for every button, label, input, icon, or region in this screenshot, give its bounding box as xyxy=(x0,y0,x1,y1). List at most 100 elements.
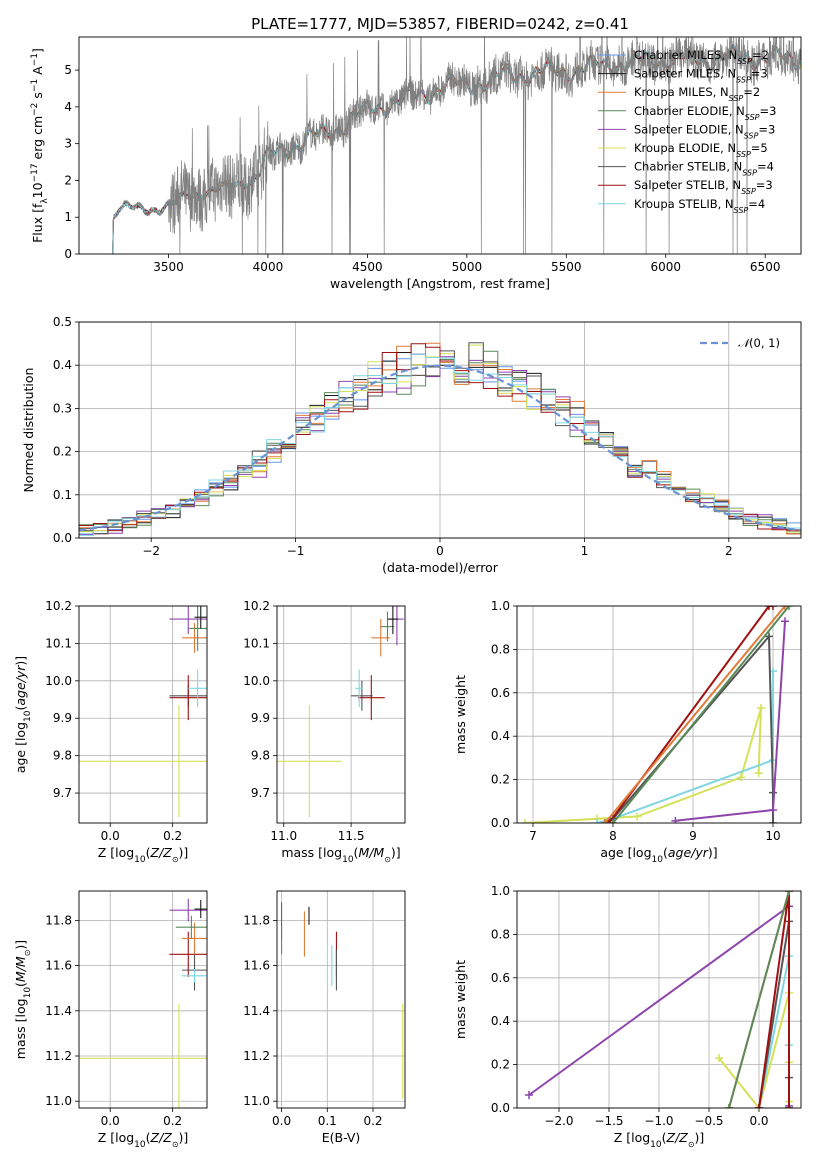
plus-marker xyxy=(671,816,680,823)
legend-entry: 𝒩(0, 1) xyxy=(738,336,780,350)
plot-area xyxy=(111,37,801,254)
data-point xyxy=(169,606,207,635)
plus-marker xyxy=(765,606,773,610)
plot-area xyxy=(525,891,793,1108)
plus-marker xyxy=(785,606,793,610)
age-vs-mass-panel: 11.0 11.5 9.7 9.8 9.9 10.0 10.1 10.2 mass [log10… xyxy=(243,599,406,865)
y-tick-label: 0.4 xyxy=(53,358,72,372)
x-tick-label: 0.1 xyxy=(318,1114,337,1128)
y-tick-label: 9.9 xyxy=(53,711,72,725)
y-tick-label: 0.8 xyxy=(491,642,510,656)
x-tick-label: 0.0 xyxy=(101,1114,120,1128)
data-point xyxy=(182,622,207,653)
y-tick-label: 11.4 xyxy=(45,1004,72,1018)
x-tick-label: 8 xyxy=(609,829,617,843)
y-axis-label: Flux [fλ10−17 erg cm−2 s−1 A−1] xyxy=(30,48,50,243)
x-tick-label: 2 xyxy=(725,544,733,558)
legend-entry: Chabrier ELODIE, NSSP=3 xyxy=(634,104,776,122)
y-tick-label: 10.0 xyxy=(45,674,72,688)
y-axis-label: mass weight xyxy=(453,675,468,754)
axes-frame xyxy=(78,36,802,255)
y-tick-label: 10.1 xyxy=(243,636,270,650)
y-axis-label: mass weight xyxy=(453,960,468,1039)
x-axis-label: Z [log10(Z/Z⊙)] xyxy=(614,1130,705,1150)
plus-marker xyxy=(605,819,613,823)
y-axis-label: age [log10(age/yr)] xyxy=(13,656,33,773)
data-point xyxy=(188,606,207,651)
y-tick-label: 10.2 xyxy=(243,599,270,613)
x-tick-label: 0.2 xyxy=(363,1114,382,1128)
mass-weight-series xyxy=(604,606,786,823)
plus-marker xyxy=(781,617,789,626)
axes-frame xyxy=(78,890,208,1109)
plus-marker xyxy=(521,819,529,823)
legend-entry: Kroupa MILES, NSSP=2 xyxy=(634,85,760,103)
plus-marker xyxy=(593,819,601,823)
x-axis-label: Z [log10(Z/Z⊙)] xyxy=(98,1130,189,1150)
x-tick-label: 0 xyxy=(436,544,444,558)
y-tick-label: 0 xyxy=(64,247,72,261)
mass-weight-series xyxy=(728,891,790,1108)
plot-area xyxy=(521,606,793,823)
x-tick-label: −1.5 xyxy=(594,1114,623,1128)
plus-marker xyxy=(781,606,789,610)
data-point xyxy=(188,669,207,708)
y-tick-label: 9.9 xyxy=(251,711,270,725)
plot-area xyxy=(277,606,404,818)
y-tick-label: 0.2 xyxy=(491,773,510,787)
plus-marker xyxy=(633,812,641,821)
mass-weight-series xyxy=(758,891,790,1108)
y-tick-label: 11.8 xyxy=(45,913,72,927)
axes-frame xyxy=(276,890,406,1109)
y-tick-label: 10.1 xyxy=(45,636,72,650)
y-tick-label: 11.0 xyxy=(243,1094,270,1108)
plus-marker xyxy=(609,819,617,823)
plot-area xyxy=(79,606,207,818)
plus-marker xyxy=(785,891,793,895)
y-tick-label: 1.0 xyxy=(491,599,510,613)
figure-title: PLATE=1777, MJD=53857, FIBERID=0242, z=0… xyxy=(251,15,629,33)
y-axis-label: mass [log10(M/M⊙)] xyxy=(13,940,33,1059)
y-tick-label: 0.3 xyxy=(53,401,72,415)
plus-marker xyxy=(769,805,777,814)
y-tick-label: 0.2 xyxy=(491,1058,510,1072)
legend-entry: Salpeter ELODIE, NSSP=3 xyxy=(634,122,775,140)
data-point xyxy=(380,611,395,642)
mass-vs-metallicity-panel: 0.0 0.2 11.0 11.2 11.4 11.6 11.8 Z [log10(Z/Z⊙)… xyxy=(13,890,208,1150)
y-tick-label: 11.2 xyxy=(243,1049,270,1063)
y-tick-label: 0.2 xyxy=(53,445,72,459)
y-tick-label: 0.4 xyxy=(491,1014,510,1028)
y-tick-label: 11.2 xyxy=(45,1049,72,1063)
y-tick-label: 2 xyxy=(64,173,72,187)
residuals-panel: −2 −1 0 1 2 0.0 0.1 0.2 0.3 0.4 0.5 (data-model)/er… xyxy=(21,315,802,575)
data-point xyxy=(355,669,364,708)
data-point xyxy=(277,705,342,818)
y-tick-label: 9.7 xyxy=(251,786,270,800)
x-tick-label: 4500 xyxy=(352,260,383,274)
y-tick-label: 0.5 xyxy=(53,315,72,329)
mass-weight-series xyxy=(608,606,773,823)
y-tick-label: 9.8 xyxy=(53,749,72,763)
x-tick-label: −0.5 xyxy=(694,1114,723,1128)
x-tick-label: 5000 xyxy=(452,260,483,274)
y-tick-label: 0.1 xyxy=(53,488,72,502)
x-axis-label: Z [log10(Z/Z⊙)] xyxy=(98,845,189,865)
plus-marker xyxy=(754,769,763,778)
age-vs-metallicity-panel: 0.0 0.2 9.7 9.8 9.9 10.0 10.1 10.2 Z [log10(Z/Z⊙… xyxy=(13,599,208,865)
data-point xyxy=(79,1004,207,1108)
grid xyxy=(79,891,207,1108)
axes-frame xyxy=(78,321,802,539)
plus-marker xyxy=(725,1104,733,1108)
x-tick-label: 6000 xyxy=(650,260,681,274)
legend-entry: Chabrier STELIB, NSSP=4 xyxy=(634,160,774,178)
mass-weight-vs-age-panel: 7 8 9 10 0.0 0.2 0.4 0.6 0.8 1.0 age [log10(age/yr… xyxy=(453,599,802,865)
data-point xyxy=(194,900,207,919)
legend-entry: Chabrier MILES, NSSP=2 xyxy=(634,48,769,66)
plus-marker xyxy=(785,1104,793,1108)
x-tick-label: −2 xyxy=(142,544,160,558)
x-tick-label: 6500 xyxy=(750,260,781,274)
plus-marker xyxy=(765,632,773,641)
y-tick-label: 0.8 xyxy=(491,927,510,941)
plot-area xyxy=(281,902,404,1099)
